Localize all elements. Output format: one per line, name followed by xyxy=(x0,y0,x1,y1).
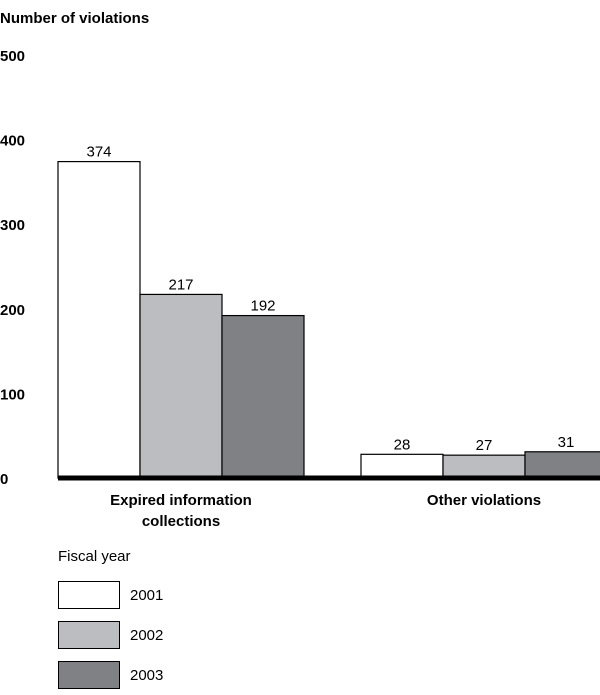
bar-2003-1 xyxy=(221,314,305,479)
bar-2002-1 xyxy=(139,293,223,479)
bar-chart: Number of violations 0 100 200 300 400 500 37… xyxy=(0,10,600,530)
bar-2001-1 xyxy=(57,160,141,479)
category-label: Expired information xyxy=(110,492,252,509)
y-tick-label: 500 xyxy=(0,48,25,65)
y-tick-label: 200 xyxy=(0,302,25,319)
legend-swatch-2001 xyxy=(58,581,120,609)
legend-item-2003: 2003 xyxy=(58,655,163,695)
data-label: 28 xyxy=(394,436,411,453)
category-label: collections xyxy=(142,513,220,530)
data-label: 374 xyxy=(86,144,111,161)
category-labels: Expired information collections Other viol… xyxy=(110,492,541,530)
y-tick-label: 100 xyxy=(0,386,25,403)
bar-2002-2 xyxy=(442,454,526,479)
legend-item-2001: 2001 xyxy=(58,575,163,615)
legend-swatch-2003 xyxy=(58,661,120,689)
data-label: 31 xyxy=(558,434,575,451)
data-label: 27 xyxy=(476,437,493,454)
legend-label-2003: 2003 xyxy=(130,666,164,684)
y-tick-label: 400 xyxy=(0,133,25,150)
legend: Fiscal year 2001 2002 2003 xyxy=(58,548,163,695)
legend-item-2002: 2002 xyxy=(58,615,163,655)
legend-swatch-2002 xyxy=(58,621,120,649)
legend-label-2001: 2001 xyxy=(130,586,164,604)
data-label: 217 xyxy=(168,276,193,293)
bar-2003-2 xyxy=(524,451,600,479)
bar-2001-2 xyxy=(360,453,444,479)
legend-label-2002: 2002 xyxy=(130,626,164,644)
y-tick-label: 300 xyxy=(0,217,25,234)
data-label: 192 xyxy=(250,298,275,315)
y-tick-label: 0 xyxy=(0,471,8,488)
y-axis-title: Number of violations xyxy=(0,10,149,27)
category-label: Other violations xyxy=(427,492,541,509)
legend-title: Fiscal year xyxy=(58,548,131,565)
data-labels: 374 28 217 27 192 31 xyxy=(86,144,574,455)
bars xyxy=(57,160,600,479)
y-axis-ticks: 0 100 200 300 400 500 xyxy=(0,48,25,488)
